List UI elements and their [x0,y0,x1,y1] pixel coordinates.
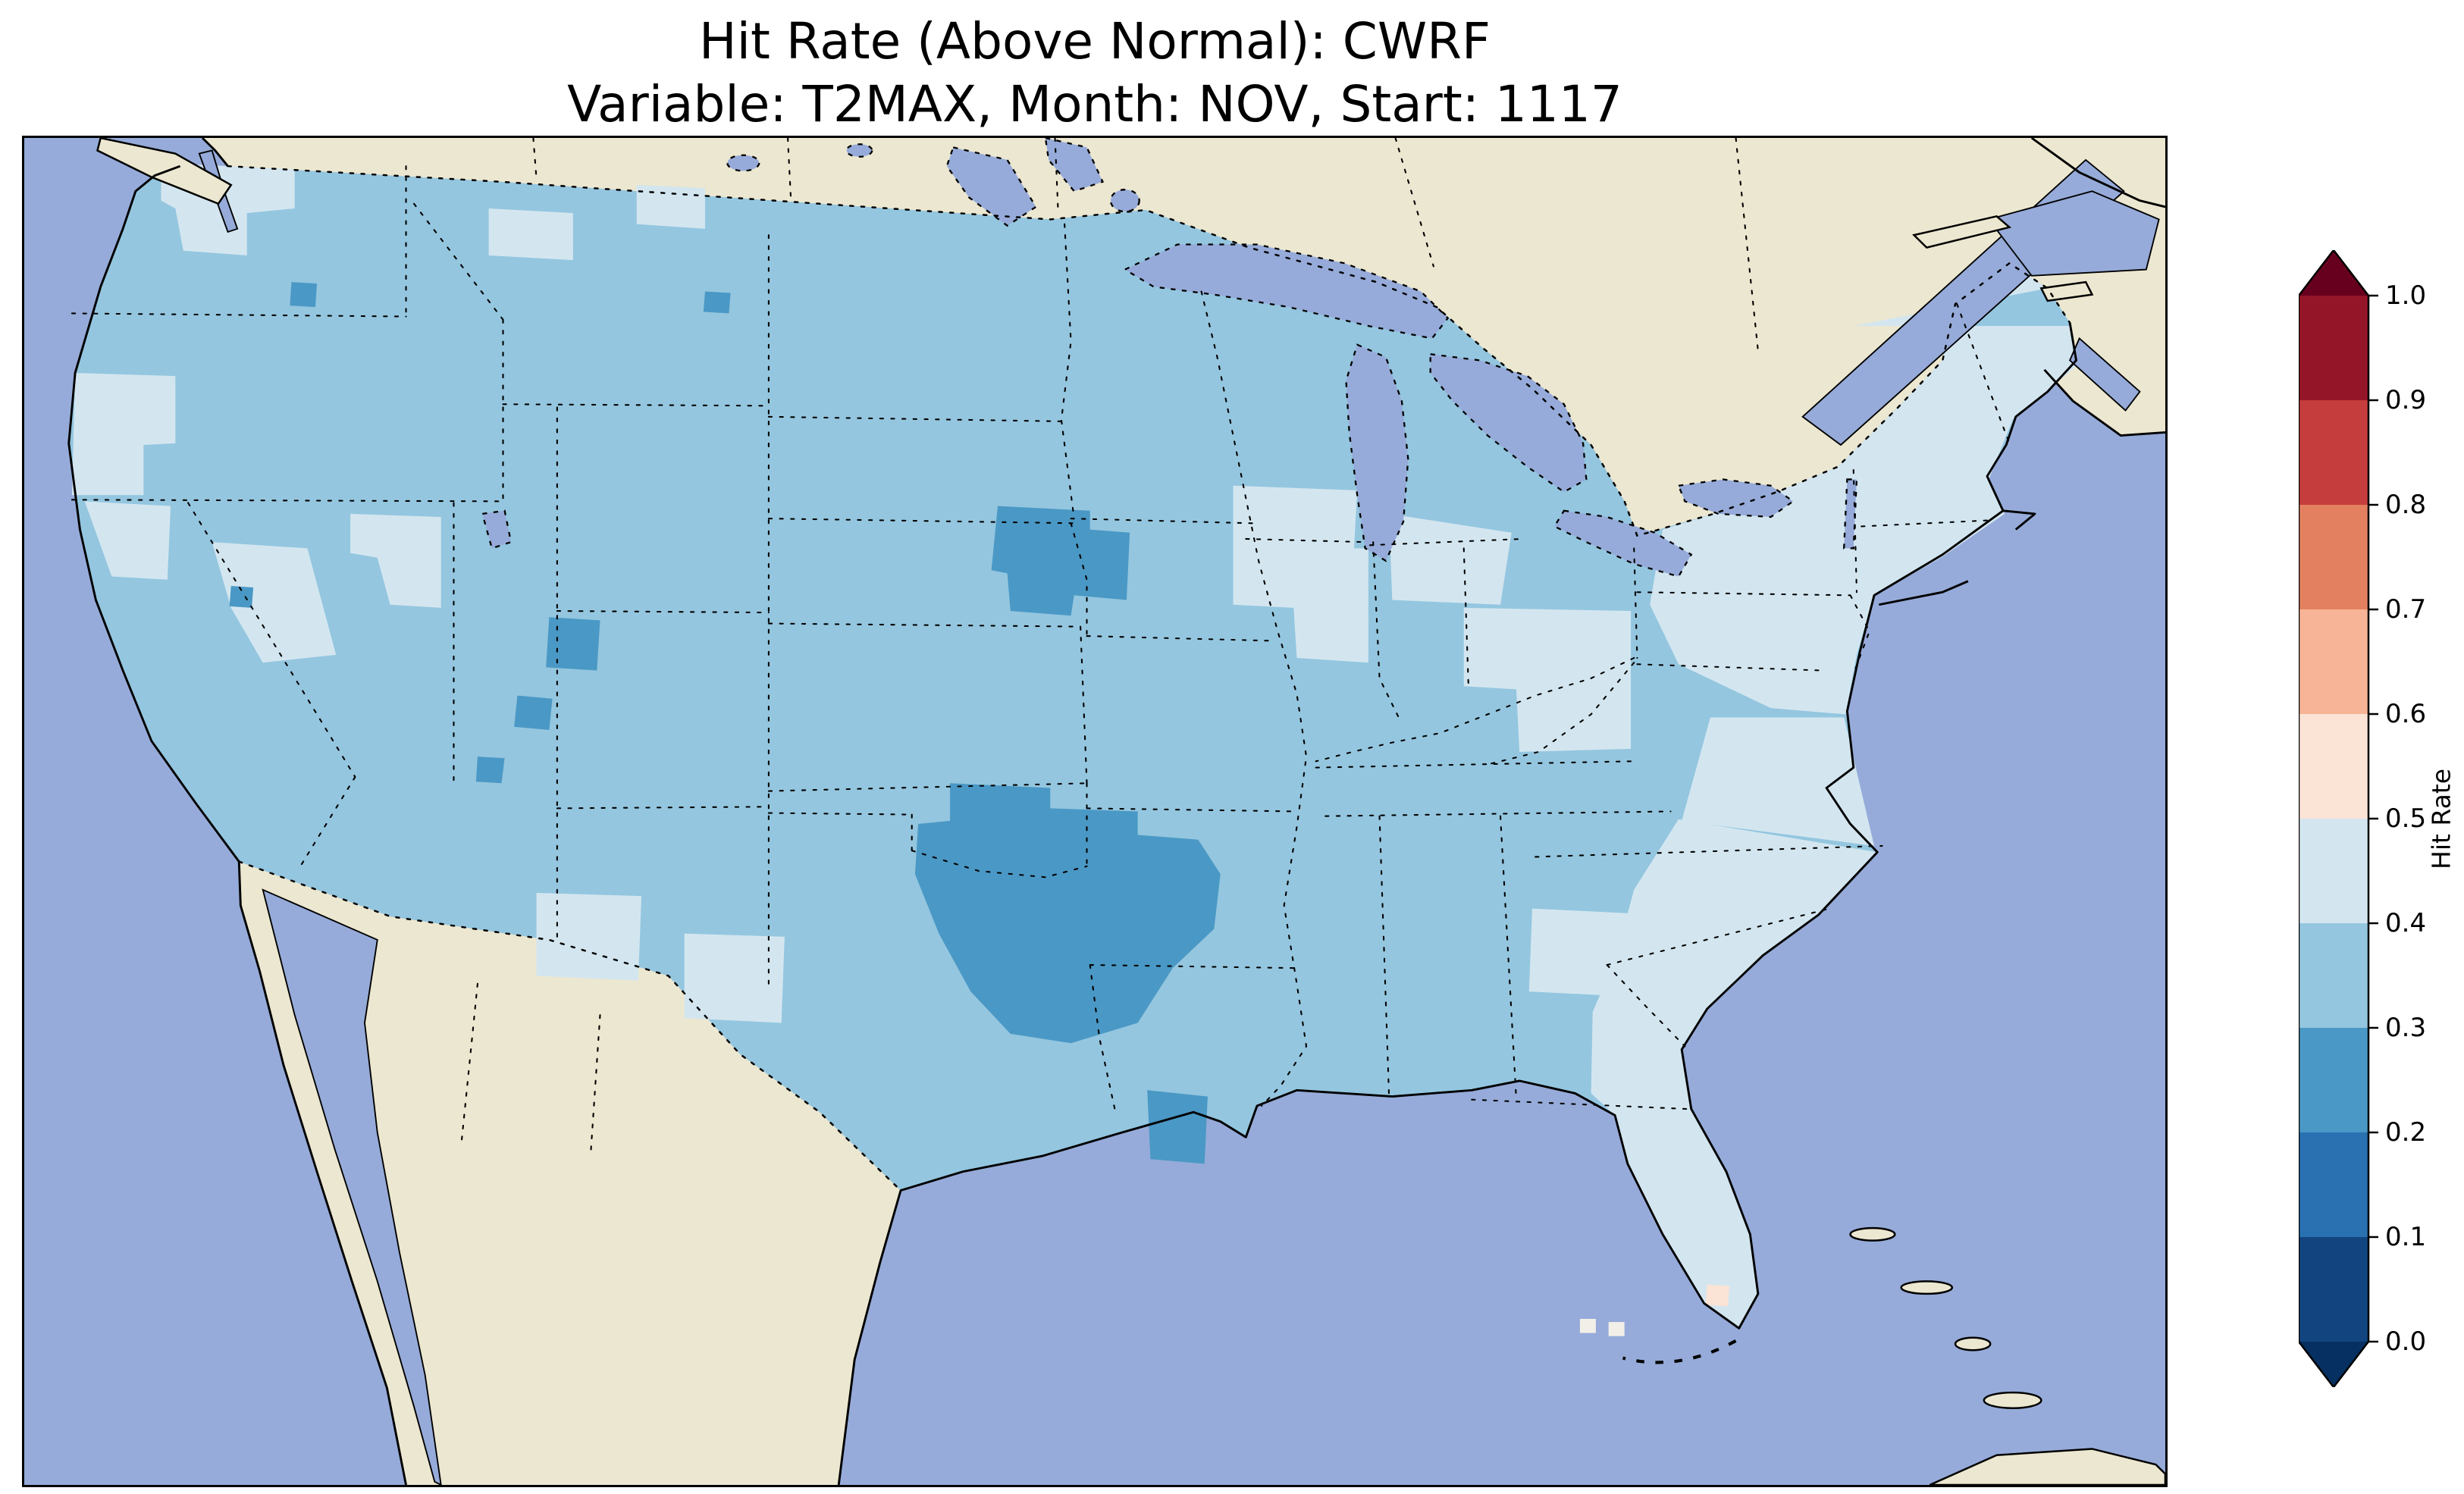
lake-champlain [1842,478,1858,550]
title-line-2: Variable: T2MAX, Month: NOV, Start: 1117 [567,74,1622,133]
hit-rate-patch [991,506,1130,616]
coastlines [67,138,2165,1485]
colorbar-segments [2299,296,2368,1342]
canadian-lake [945,146,1037,227]
lake-ontario [1677,478,1795,518]
hit-rate-patch [1233,485,1368,663]
colorbar-bin-0.6-0.7 [2299,609,2368,714]
figure-title: Hit Rate (Above Normal): CWRF Variable: … [22,11,2168,136]
colorbar-bin-0.4-0.5 [2299,819,2368,923]
map-canvas [24,138,2165,1485]
state-borders [71,165,2011,1113]
colorbar-bin-0.1-0.2 [2299,1132,2368,1237]
vancouver-island [96,138,233,205]
colorbar-bin-0.7-0.8 [2299,505,2368,609]
colorbar-tick-label-1.0: 1.0 [2385,280,2427,311]
canada-landmass [202,138,2165,536]
hit-rate-patch [1389,513,1512,605]
colorbar-bin-0.5-0.6 [2299,714,2368,819]
hit-rate-patch [1682,717,1875,846]
hit-rate-patch [350,513,441,608]
hit-rate-patch [488,208,573,261]
colorbar [2299,250,2378,1387]
hit-rate-patch [703,291,731,314]
hit-rate-patch [1650,263,2080,715]
hit-rate-patch [475,756,505,784]
islands [96,138,2165,1485]
hit-rate-patch [546,617,600,671]
hit-rate-patches-bin-0.2-0.3 [229,282,1221,1164]
colorbar-tick-label-0.6: 0.6 [2385,699,2427,729]
hit-rate-patches-bin-0.4-0.5 [71,163,2080,1329]
colorbar-bin-0.8-0.9 [2299,400,2368,505]
hit-rate-patch-bin-0.5-0.6-miami [1705,1284,1730,1307]
colorbar-outline [2299,250,2370,1387]
anticosti-island [1912,215,2012,249]
bay-of-fundy [2068,337,2141,412]
colorbar-tick-label-0.5: 0.5 [2385,803,2427,834]
colorbar-tick-label-0.1: 0.1 [2385,1222,2427,1252]
colorbar-axis-label: Hit Rate [2426,768,2456,869]
lake-michigan [1345,343,1409,562]
hit-rate-patch [1147,1090,1208,1164]
map-axes [22,136,2168,1487]
cuba [1929,1448,2165,1485]
hit-rate-cell [1608,1322,1625,1336]
colorbar-tick-label-0.7: 0.7 [2385,594,2427,625]
hit-rate-cells-keys [1579,1318,1625,1336]
bahamas-island [1849,1226,1896,1242]
gulf-of-california [262,888,442,1485]
lake-superior [1123,243,1450,340]
gulf-of-st-lawrence [1987,190,2160,277]
hit-rate-patch [536,892,642,981]
hit-rate-patch [229,585,254,608]
colorbar-bin-0.9-1.0 [2299,296,2368,400]
hit-rate-patch [84,501,171,580]
colorbar-over-triangle [2299,250,2368,296]
country-borders [227,164,2071,1192]
great-salt-lake [481,509,513,550]
hit-rate-patch [684,933,785,1023]
canadian-lake [1044,138,1105,193]
hit-rate-patch [514,695,553,731]
hit-rate-patch [290,282,318,308]
hit-rate-patch [212,542,337,663]
hit-rate-patch [1591,819,1878,1329]
canadian-lake [726,154,760,172]
colorbar-tick-label-0.3: 0.3 [2385,1013,2427,1043]
bahamas-island [1954,1336,1992,1351]
hit-rate-patch [636,184,705,229]
hit-rate-patch [71,372,176,496]
colorbar-bin-0.0-0.1 [2299,1237,2368,1342]
colorbar-tick-marks [2368,294,2378,1343]
canadian-lake [845,143,873,158]
colorbar-tick-label-0.0: 0.0 [2385,1326,2427,1357]
colorbar-tick-label-0.9: 0.9 [2385,385,2427,415]
prince-edward-island [2039,280,2094,302]
great-lakes [481,138,1858,578]
florida-keys [1622,1339,1737,1364]
hit-rate-cell [1579,1318,1596,1333]
title-line-1: Hit Rate (Above Normal): CWRF [699,12,1491,70]
lake-huron [1429,352,1588,493]
colorbar-under-triangle [2299,1342,2368,1387]
hit-rate-patch [1528,908,1628,997]
colorbar-bin-0.2-0.3 [2299,1028,2368,1132]
colorbar-tick-label-0.2: 0.2 [2385,1117,2427,1148]
province-borders [460,138,1759,1157]
bahamas-island [1900,1280,1954,1295]
bahamas-island [1983,1391,2042,1409]
colorbar-bin-0.3-0.4 [2299,923,2368,1028]
hit-rate-patch [914,783,1221,1044]
colorbar-tick-label-0.4: 0.4 [2385,908,2427,938]
lake-erie [1553,509,1693,578]
colorbar-tick-label-0.8: 0.8 [2385,490,2427,520]
canadian-lake [1109,189,1140,213]
